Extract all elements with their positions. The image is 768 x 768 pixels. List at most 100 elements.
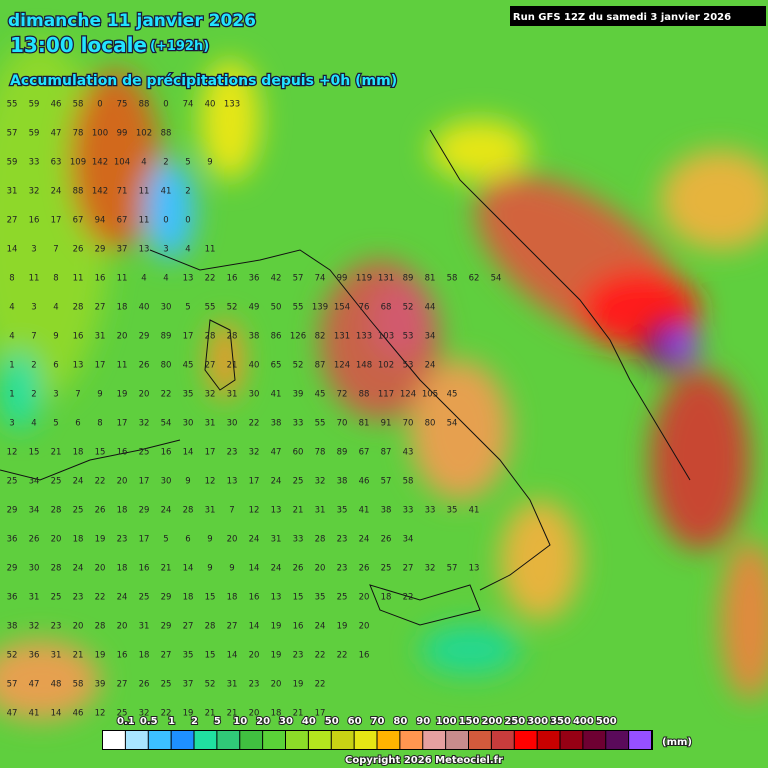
grid-value: 35 (447, 506, 458, 516)
grid-value: 12 (95, 709, 106, 719)
grid-value: 26 (29, 535, 40, 545)
grid-value: 70 (403, 419, 414, 429)
grid-value: 2 (31, 390, 36, 400)
legend-label: 70 (371, 716, 385, 727)
legend-swatch (286, 731, 308, 749)
grid-value: 9 (97, 390, 102, 400)
grid-value: 31 (227, 680, 238, 690)
grid-value: 40 (249, 361, 260, 371)
grid-value: 21 (51, 448, 62, 458)
grid-value: 89 (161, 332, 172, 342)
grid-value: 22 (403, 593, 414, 603)
grid-value: 65 (271, 361, 282, 371)
grid-value: 16 (161, 448, 172, 458)
grid-value: 19 (337, 622, 348, 632)
legend-label: 150 (459, 716, 480, 727)
grid-value: 9 (207, 158, 212, 168)
grid-value: 94 (95, 216, 106, 226)
grid-value: 124 (334, 361, 350, 371)
grid-value: 9 (207, 564, 212, 574)
grid-value: 60 (293, 448, 304, 458)
grid-value: 22 (95, 593, 106, 603)
grid-value: 26 (95, 506, 106, 516)
grid-value: 16 (73, 332, 84, 342)
grid-value: 87 (381, 448, 392, 458)
grid-value: 40 (205, 100, 216, 110)
grid-value: 55 (7, 100, 18, 110)
grid-value: 24 (161, 506, 172, 516)
grid-value: 25 (117, 709, 128, 719)
grid-value: 44 (425, 303, 436, 313)
grid-value: 18 (73, 448, 84, 458)
grid-value: 53 (403, 332, 414, 342)
grid-value: 41 (469, 506, 480, 516)
grid-value: 81 (425, 274, 436, 284)
legend-label: 1 (168, 716, 175, 727)
grid-value: 16 (227, 274, 238, 284)
grid-value: 88 (161, 129, 172, 139)
grid-value: 74 (315, 274, 326, 284)
grid-value: 17 (95, 361, 106, 371)
run-box (510, 6, 766, 26)
grid-value: 4 (141, 158, 146, 168)
grid-value: 104 (114, 158, 130, 168)
grid-value: 2 (185, 187, 190, 197)
grid-value: 70 (337, 419, 348, 429)
grid-value: 47 (29, 680, 40, 690)
grid-value: 71 (117, 187, 128, 197)
grid-value: 36 (29, 651, 40, 661)
legend-label: 5 (214, 716, 221, 727)
grid-value: 17 (117, 419, 128, 429)
grid-value: 16 (29, 216, 40, 226)
grid-value: 133 (356, 332, 372, 342)
grid-value: 23 (249, 680, 260, 690)
legend-label: 90 (416, 716, 430, 727)
grid-value: 12 (249, 506, 260, 516)
grid-value: 3 (9, 419, 14, 429)
grid-value: 33 (293, 535, 304, 545)
grid-value: 32 (249, 448, 260, 458)
grid-value: 17 (51, 216, 62, 226)
legend-label: 400 (573, 716, 594, 727)
grid-value: 49 (249, 303, 260, 313)
grid-value: 54 (491, 274, 502, 284)
legend-label: 30 (279, 716, 293, 727)
grid-value: 36 (7, 535, 18, 545)
legend-label: 2 (191, 716, 198, 727)
grid-value: 9 (229, 564, 234, 574)
grid-value: 31 (29, 593, 40, 603)
legend-swatch (263, 731, 285, 749)
legend-swatch (217, 731, 240, 749)
grid-value: 26 (139, 361, 150, 371)
grid-value: 47 (7, 709, 18, 719)
grid-value: 34 (29, 506, 40, 516)
grid-value: 139 (312, 303, 328, 313)
grid-value: 57 (447, 564, 458, 574)
grid-value: 14 (51, 709, 62, 719)
coastlines (0, 129, 691, 626)
grid-value: 23 (73, 593, 84, 603)
grid-value: 53 (403, 361, 414, 371)
grid-value: 0 (163, 216, 168, 226)
grid-value: 14 (183, 564, 194, 574)
grid-value: 37 (117, 245, 128, 255)
legend-swatch (446, 731, 468, 749)
grid-value: 32 (29, 622, 40, 632)
grid-value: 29 (7, 564, 18, 574)
grid-value: 55 (205, 303, 216, 313)
grid-value: 21 (205, 709, 216, 719)
grid-value: 6 (185, 535, 190, 545)
grid-value: 46 (73, 709, 84, 719)
grid-value: 22 (315, 651, 326, 661)
legend-swatch (606, 731, 629, 749)
grid-value: 20 (51, 535, 62, 545)
grid-value: 4 (163, 274, 168, 284)
grid-value: 20 (249, 651, 260, 661)
grid-value: 20 (117, 332, 128, 342)
grid-value: 82 (315, 332, 326, 342)
grid-value: 14 (183, 448, 194, 458)
legend-label: 20 (256, 716, 270, 727)
grid-value: 57 (7, 680, 18, 690)
grid-value: 4 (9, 303, 14, 313)
